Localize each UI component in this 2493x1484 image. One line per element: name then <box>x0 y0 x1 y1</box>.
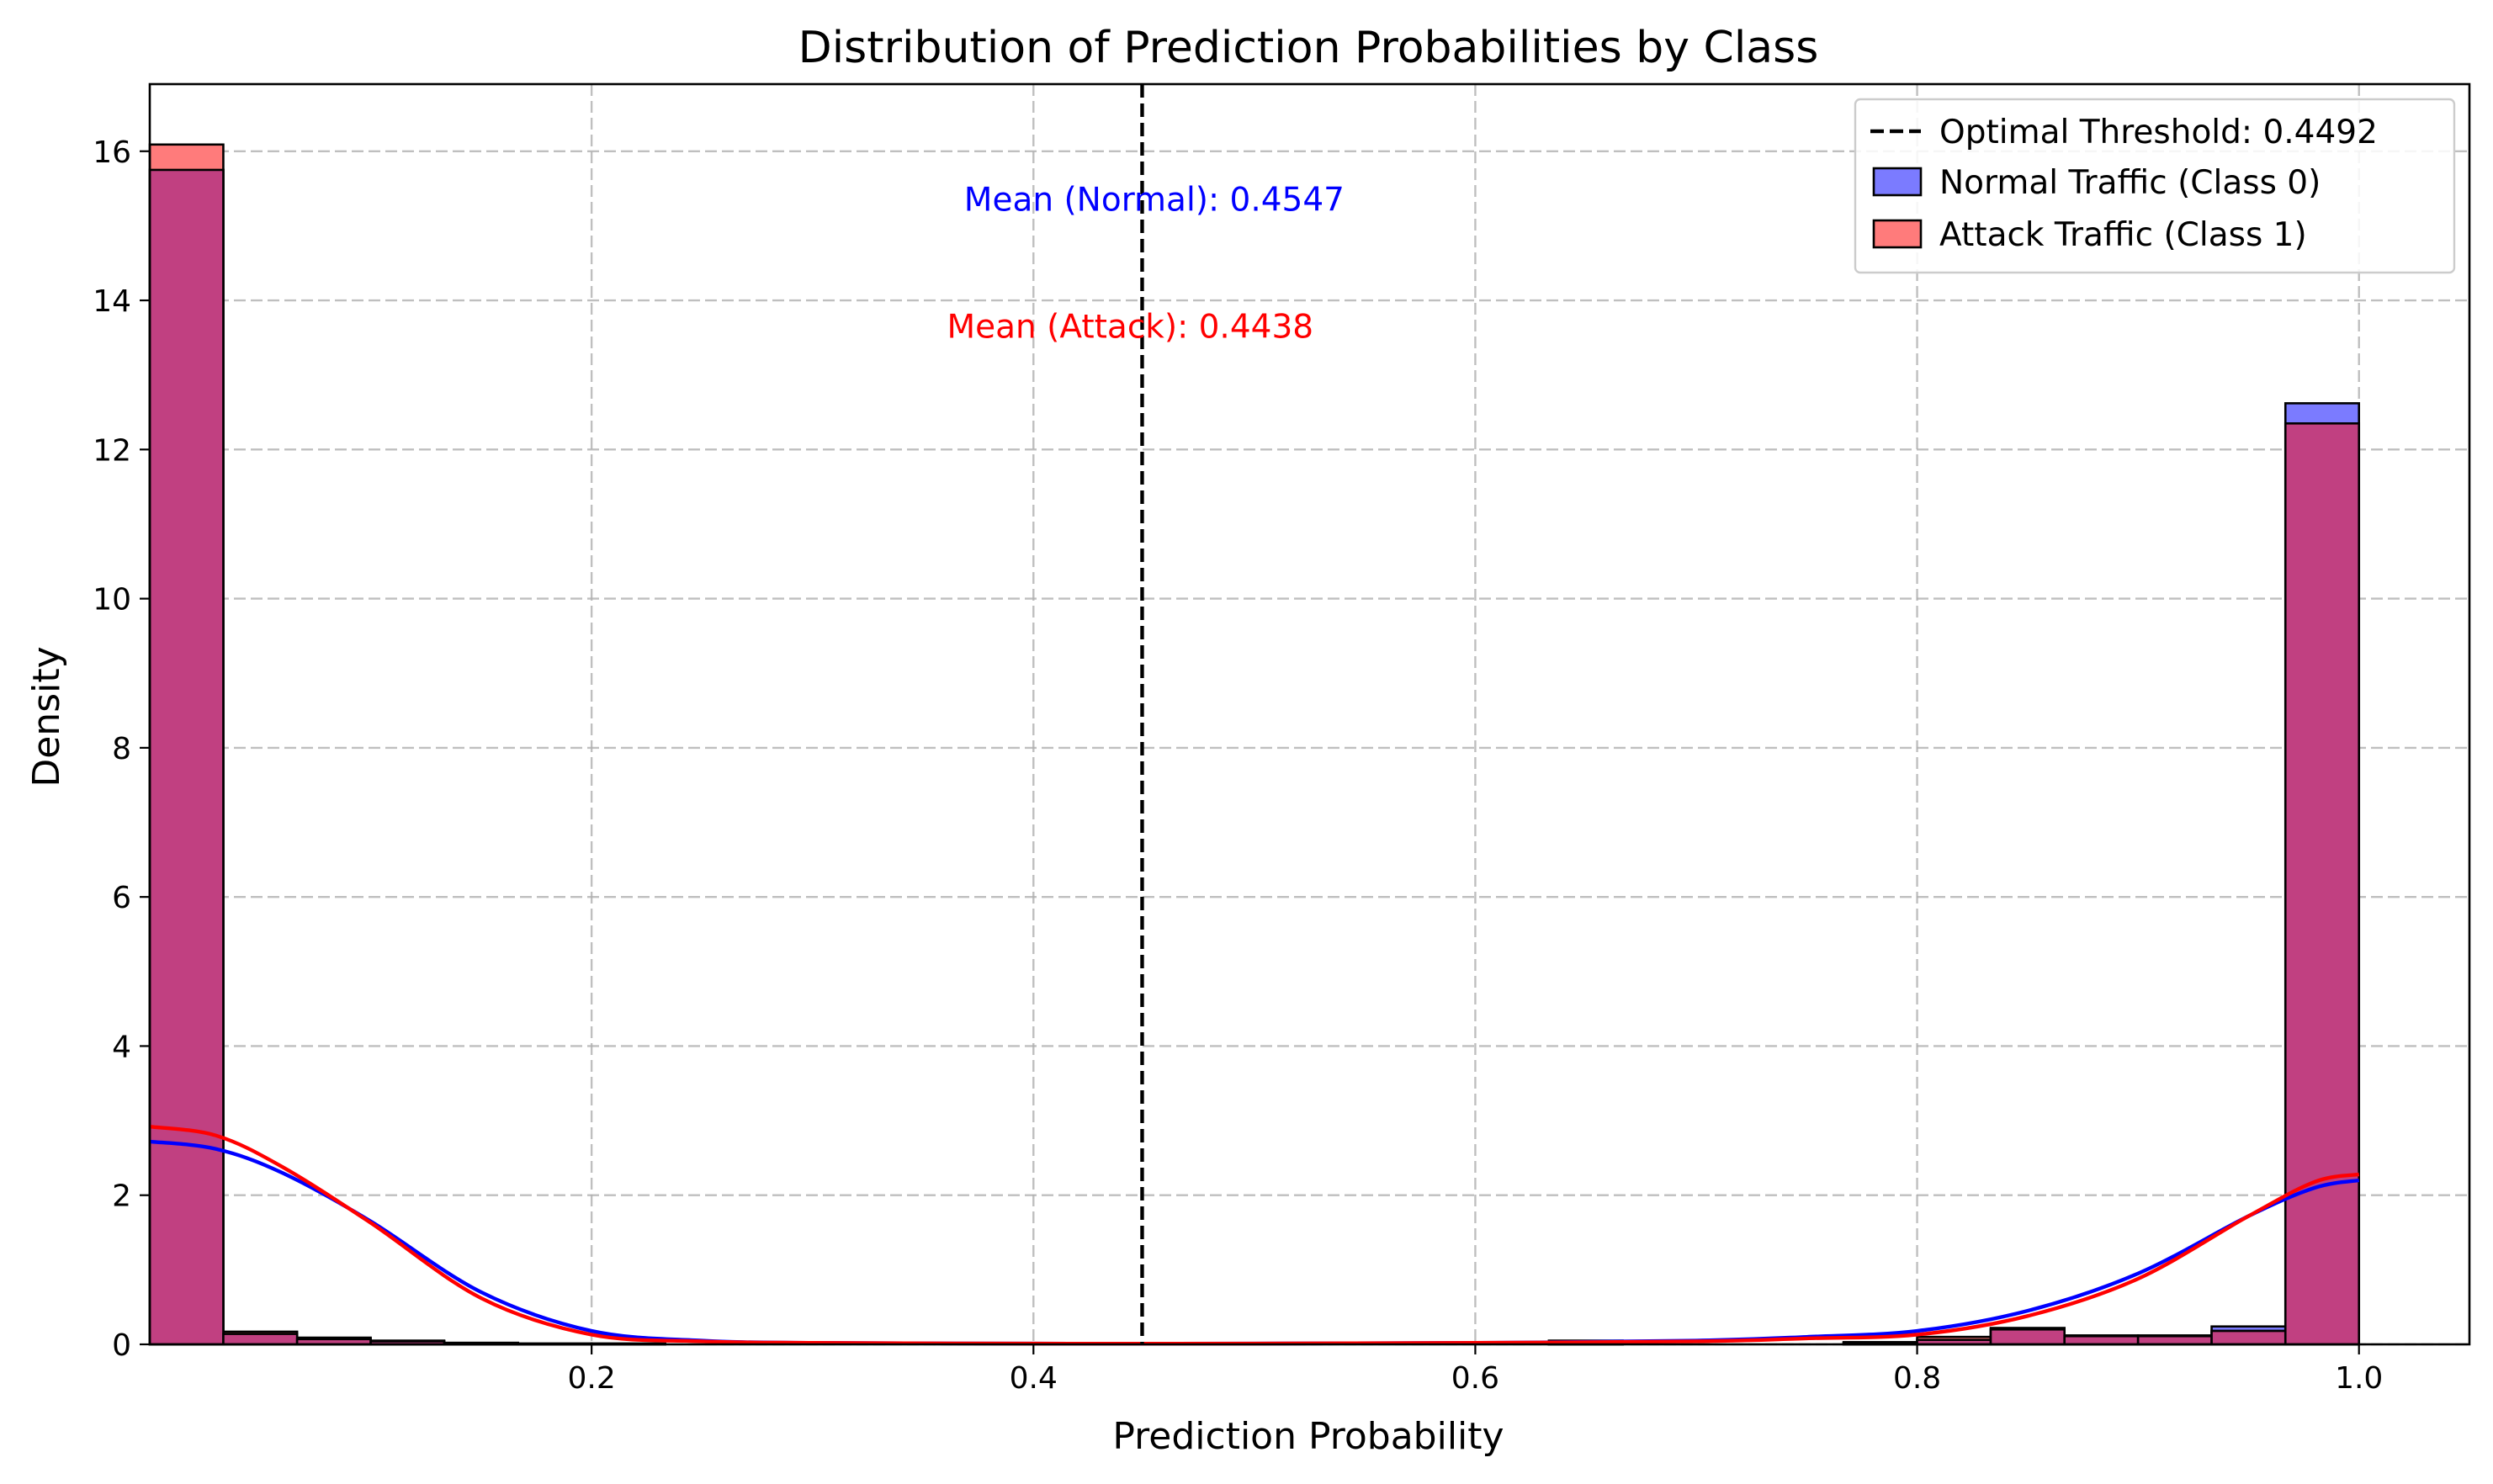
mean-attack-annotation: Mean (Attack): 0.4438 <box>947 308 1313 346</box>
mean-annotations: Mean (Normal): 0.4547 Mean (Attack): 0.44… <box>947 182 1345 347</box>
y-tick-label-0: 0 <box>112 1328 131 1363</box>
overlap-bar-0 <box>148 168 225 1346</box>
overlap-bar-28 <box>2210 1329 2287 1346</box>
mean-normal-annotation: Mean (Normal): 0.4547 <box>964 182 1345 220</box>
overlap-bar-27 <box>2136 1334 2213 1346</box>
y-tick-label-5: 10 <box>93 583 131 617</box>
chart-title: Distribution of Prediction Probabilities… <box>798 23 1819 73</box>
y-tick-label-7: 14 <box>93 284 131 319</box>
y-tick-label-6: 12 <box>93 433 131 468</box>
y-axis-label: Density <box>25 646 68 787</box>
plot-frame <box>148 82 2471 1346</box>
legend-box <box>1854 98 2456 274</box>
normal-kde-line <box>149 1139 2360 1346</box>
x-tick-label-2: 0.6 <box>1451 1361 1499 1396</box>
y-tick-label-8: 16 <box>93 135 131 170</box>
legend-swatch-1 <box>1872 219 1923 249</box>
x-tick-label-1: 0.4 <box>1010 1361 1058 1396</box>
y-tick-label-2: 4 <box>112 1030 131 1064</box>
overlap-bar-25 <box>1989 1328 2066 1346</box>
axis-ticks: 0.2 0.4 0.6 0.8 1.0 0 2 4 6 8 10 12 14 16 <box>93 135 2383 1396</box>
legend-label-1: Attack Traffic (Class 1) <box>1939 216 2307 254</box>
overlap-bar-29 <box>2283 422 2361 1346</box>
y-tick-label-3: 6 <box>112 881 131 915</box>
y-tick-label-1: 2 <box>112 1179 131 1214</box>
overlap-bar-26 <box>2063 1334 2140 1346</box>
legend-label-0: Normal Traffic (Class 0) <box>1939 164 2321 202</box>
kde-curves <box>149 1124 2360 1346</box>
legend-threshold-label: Optimal Threshold: 0.4492 <box>1939 114 2378 151</box>
legend: Optimal Threshold: 0.4492 Normal Traffic … <box>1854 98 2456 274</box>
x-axis-label: Prediction Probability <box>1112 1415 1504 1458</box>
y-tick-label-4: 8 <box>112 732 131 766</box>
legend-swatch-0 <box>1872 167 1923 197</box>
overlap-bar-1 <box>222 1333 299 1346</box>
x-tick-label-0: 0.2 <box>568 1361 616 1396</box>
x-tick-label-3: 0.8 <box>1893 1361 1941 1396</box>
x-tick-label-4: 1.0 <box>2335 1361 2383 1396</box>
